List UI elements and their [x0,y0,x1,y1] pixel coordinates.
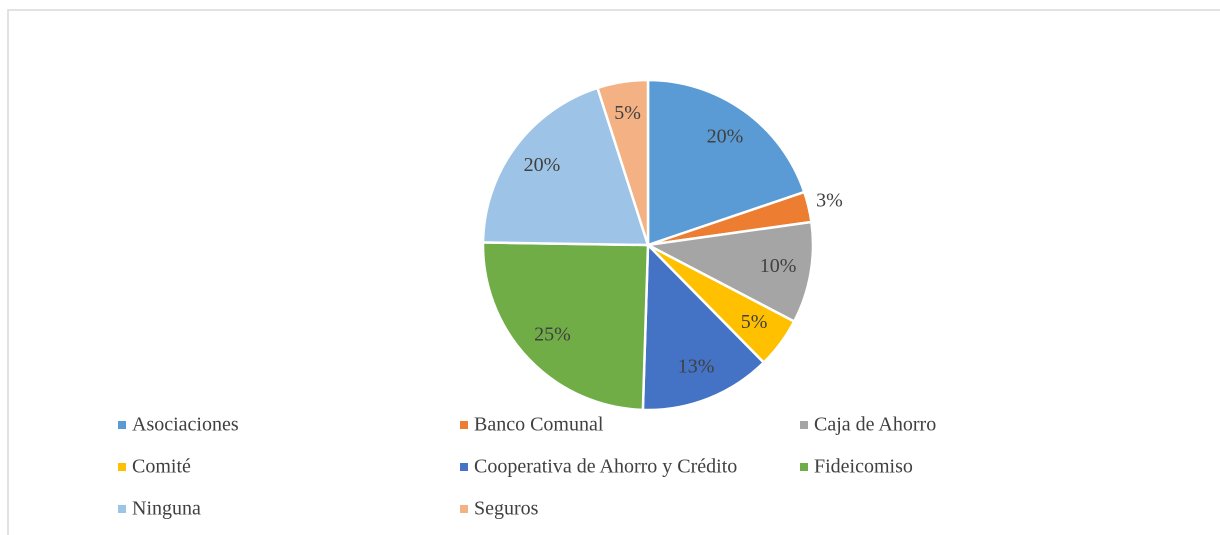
pie-slice [481,241,650,412]
legend-label: Seguros [474,498,539,520]
legend-swatch [460,463,468,471]
legend-swatch [118,421,126,429]
legend-label: Ninguna [132,498,201,520]
legend-swatch [800,421,808,429]
legend-label: Asociaciones [132,414,239,436]
data-label: 3% [816,189,843,211]
legend-swatch [118,505,126,513]
legend-label: Cooperativa de Ahorro y Crédito [474,456,737,478]
legend-swatch [460,505,468,513]
data-label: 5% [614,102,641,124]
data-label: 5% [741,311,768,333]
legend-label: Caja de Ahorro [814,414,936,436]
data-label: 20% [707,125,744,147]
legend-swatch [118,463,126,471]
pie-slice [595,78,650,246]
legend-label: Banco Comunal [474,414,604,436]
pie-slice [481,86,650,247]
legend-swatch [800,463,808,471]
pie-slice [646,78,806,247]
data-label: 13% [678,356,715,378]
data-label: 10% [760,255,797,277]
pie-slice [641,242,766,412]
pie-slice [643,220,815,324]
legend-swatch [460,421,468,429]
legend-label: Fideicomiso [814,456,913,478]
legend-label: Comité [132,456,191,478]
data-label: 20% [524,154,561,176]
data-label: 25% [534,324,571,346]
